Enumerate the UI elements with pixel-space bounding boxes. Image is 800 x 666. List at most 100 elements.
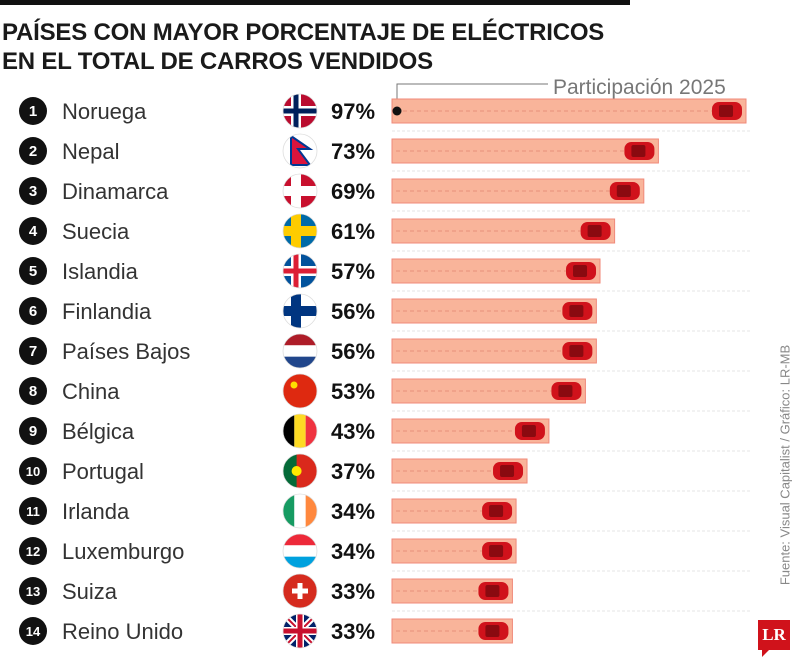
value-label: 73% — [331, 139, 375, 164]
country-row: 5 Islandia 57% — [19, 250, 750, 289]
country-name: Dinamarca — [62, 179, 169, 204]
rank-badge — [19, 337, 47, 365]
country-name: Suecia — [62, 219, 130, 244]
country-name: Finlandia — [62, 299, 152, 324]
country-name: Países Bajos — [62, 339, 190, 364]
country-name: Noruega — [62, 99, 147, 124]
car-icon — [712, 102, 742, 120]
car-icon — [580, 222, 611, 240]
title-line-2: EN EL TOTAL DE CARROS VENDIDOS — [2, 48, 433, 75]
rank-number: 3 — [29, 183, 37, 200]
iceland-flag-icon — [283, 254, 317, 288]
rank-number: 13 — [26, 584, 40, 599]
rank-number: 5 — [29, 263, 37, 280]
value-label: 56% — [331, 299, 375, 324]
rank-badge — [19, 457, 47, 485]
rank-number: 7 — [29, 343, 37, 360]
legend-marker — [392, 106, 402, 116]
car-icon — [609, 182, 640, 200]
legend-leader — [396, 83, 548, 103]
source-note: Fuente: Visual Capitalist / Gráfico: LR-… — [777, 344, 793, 586]
netherlands-flag-icon — [283, 334, 317, 368]
value-label: 97% — [331, 99, 375, 124]
car-icon — [478, 582, 509, 600]
car-icon — [514, 422, 545, 440]
rank-badge — [19, 257, 47, 285]
rank-number: 10 — [26, 464, 40, 479]
country-row: 7 Países Bajos 56% — [19, 330, 750, 369]
country-name: Irlanda — [62, 499, 130, 524]
lr-logo: LR — [758, 620, 790, 657]
norway-flag-icon — [283, 94, 317, 128]
car-icon — [482, 502, 513, 520]
value-label: 37% — [331, 459, 375, 484]
rank-badge — [19, 417, 47, 445]
uk-flag-icon — [283, 614, 317, 648]
rank-number: 14 — [26, 624, 41, 639]
country-row: 9 Bélgica 43% — [19, 410, 750, 449]
rank-number: 1 — [29, 103, 37, 120]
belgium-flag-icon — [283, 414, 317, 448]
rank-badge — [19, 177, 47, 205]
luxembourg-flag-icon — [283, 534, 317, 568]
rank-badge — [19, 297, 47, 325]
country-name: Suiza — [62, 579, 118, 604]
car-icon — [482, 542, 513, 560]
country-row: 10 Portugal 37% — [19, 450, 750, 489]
car-icon — [562, 302, 593, 320]
rank-badge — [19, 377, 47, 405]
denmark-flag-icon — [283, 174, 317, 208]
chart-title: PAÍSES CON MAYOR PORCENTAJE DE ELÉCTRICO… — [2, 18, 604, 76]
car-icon — [624, 142, 655, 160]
rank-badge — [19, 537, 47, 565]
rank-badge — [19, 217, 47, 245]
rank-number: 8 — [29, 383, 37, 400]
country-row: 8 China 53% — [19, 370, 750, 409]
country-row: 11 Irlanda 34% — [19, 490, 750, 529]
country-row: 14 Reino Unido 33% — [19, 610, 750, 649]
country-name: Luxemburgo — [62, 539, 184, 564]
rank-number: 12 — [26, 544, 40, 559]
value-label: 34% — [331, 499, 375, 524]
rank-number: 2 — [29, 143, 37, 160]
rank-number: 4 — [29, 223, 38, 240]
value-label: 56% — [331, 339, 375, 364]
top-rule — [0, 0, 630, 5]
country-name: Bélgica — [62, 419, 135, 444]
nepal-flag-icon — [283, 134, 317, 168]
country-name: Reino Unido — [62, 619, 183, 644]
switzerland-flag-icon — [283, 574, 317, 608]
country-row: 1 Noruega 97% — [19, 93, 747, 129]
value-label: 43% — [331, 419, 375, 444]
value-label: 33% — [331, 619, 375, 644]
ireland-flag-icon — [283, 494, 317, 528]
rank-number: 6 — [29, 303, 37, 320]
rank-number: 9 — [29, 423, 37, 440]
rank-badge — [19, 97, 47, 125]
country-row: 2 Nepal 73% — [19, 130, 750, 169]
portugal-flag-icon — [283, 454, 317, 488]
car-icon — [562, 342, 593, 360]
country-row: 3 Dinamarca 69% — [19, 170, 750, 209]
country-name: Nepal — [62, 139, 119, 164]
value-label: 61% — [331, 219, 375, 244]
country-row: 12 Luxemburgo 34% — [19, 530, 750, 569]
china-flag-icon — [283, 374, 317, 408]
value-label: 53% — [331, 379, 375, 404]
value-label: 33% — [331, 579, 375, 604]
car-icon — [566, 262, 597, 280]
finland-flag-icon — [283, 294, 317, 328]
country-row: 4 Suecia 61% — [19, 210, 750, 249]
country-name: Portugal — [62, 459, 144, 484]
car-icon — [551, 382, 582, 400]
value-label: 57% — [331, 259, 375, 284]
country-name: China — [62, 379, 120, 404]
rank-badge — [19, 497, 47, 525]
sweden-flag-icon — [283, 214, 317, 248]
rank-badge — [19, 617, 47, 645]
country-row: 6 Finlandia 56% — [19, 290, 750, 329]
country-row: 13 Suiza 33% — [19, 570, 750, 609]
car-icon — [478, 622, 509, 640]
rank-badge — [19, 577, 47, 605]
